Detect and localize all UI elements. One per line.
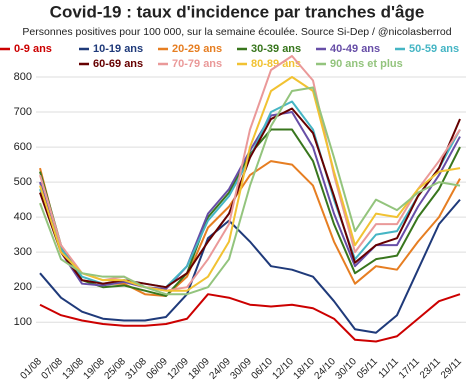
x-tick-label: 01/08 <box>19 356 45 382</box>
x-tick-label: 30/09 <box>229 356 255 382</box>
series-line <box>39 86 461 296</box>
legend-label: 90 ans et plus <box>330 58 403 70</box>
x-tick-label: 12/09 <box>166 356 192 382</box>
series-line <box>39 111 461 290</box>
y-tick-label: 600 <box>14 141 32 153</box>
x-tick-label: 18/10 <box>292 356 318 382</box>
chart-title: Covid-19 : taux d'incidence par tranches… <box>50 2 425 21</box>
series-line <box>39 107 461 289</box>
legend-label: 50-59 ans <box>409 43 459 55</box>
x-tick-label: 17/11 <box>397 356 422 381</box>
x-tick-label: 29/11 <box>439 356 464 381</box>
legend-label: 70-79 ans <box>172 58 222 70</box>
series-line <box>39 293 461 343</box>
x-tick-label: 07/08 <box>40 356 66 382</box>
x-tick-label: 12/10 <box>271 356 297 382</box>
x-tick-label: 30/10 <box>334 356 360 382</box>
legend-label: 30-39 ans <box>251 43 301 55</box>
series-line <box>39 54 461 292</box>
y-tick-label: 200 <box>14 281 32 293</box>
legend-label: 80-89 ans <box>251 58 301 70</box>
legend-label: 60-69 ans <box>93 58 143 70</box>
legend-label: 0-9 ans <box>14 43 52 55</box>
x-tick-label: 06/09 <box>145 356 171 382</box>
x-tick-label: 13/08 <box>61 356 87 382</box>
x-tick-label: 06/10 <box>250 356 276 382</box>
y-tick-label: 300 <box>14 246 32 258</box>
x-tick-label: 31/08 <box>124 356 150 382</box>
legend-label: 10-19 ans <box>93 43 143 55</box>
x-tick-label: 24/09 <box>208 356 234 382</box>
x-tick-label: 18/09 <box>187 356 213 382</box>
x-tick-label: 25/08 <box>103 356 129 382</box>
series-line <box>39 198 461 334</box>
y-tick-label: 500 <box>14 176 32 188</box>
series-line <box>39 128 461 297</box>
y-tick-label: 700 <box>14 106 32 118</box>
series-line <box>39 76 461 292</box>
y-tick-label: 100 <box>14 316 32 328</box>
chart-subtitle: Personnes positives pour 100 000, sur la… <box>22 26 451 38</box>
x-tick-label: 24/10 <box>313 356 339 382</box>
y-tick-label: 400 <box>14 211 32 223</box>
y-tick-label: 800 <box>14 71 32 83</box>
x-tick-label: 19/08 <box>82 356 108 382</box>
x-tick-label: 23/11 <box>418 356 443 381</box>
x-tick-label: 05/11 <box>355 356 380 381</box>
x-tick-label: 11/11 <box>377 356 402 381</box>
legend-label: 20-29 ans <box>172 43 222 55</box>
legend-label: 40-49 ans <box>330 43 380 55</box>
